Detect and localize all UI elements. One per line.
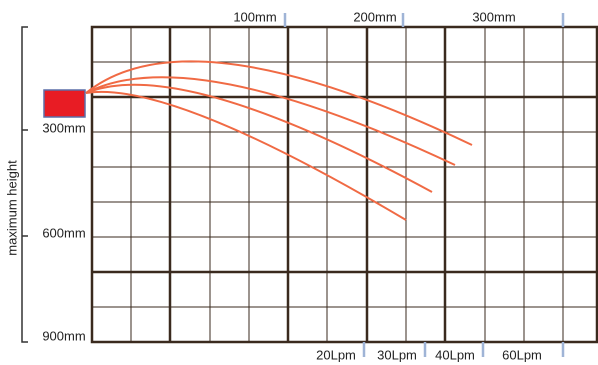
left-label: 600mm — [42, 225, 85, 240]
top-ticks — [283, 13, 565, 27]
nozzle — [43, 89, 86, 118]
top-label: 200mm — [353, 9, 396, 24]
left-label: 900mm — [42, 328, 85, 343]
spray-curve — [85, 83, 433, 193]
height-bracket — [21, 26, 28, 343]
spray-curve — [85, 76, 456, 166]
spray-curve — [85, 60, 473, 146]
bottom-label: 20Lpm — [316, 347, 356, 362]
bottom-label: 60Lpm — [502, 347, 542, 362]
left-label: 300mm — [42, 120, 85, 135]
top-label: 300mm — [472, 9, 515, 24]
spray-curve — [85, 90, 407, 221]
bottom-ticks — [362, 342, 565, 357]
grid-major-lines — [92, 27, 597, 342]
grid-frame — [90, 25, 598, 344]
grid — [90, 25, 598, 344]
top-label: 100mm — [233, 9, 276, 24]
bottom-label: 40Lpm — [435, 347, 475, 362]
bottom-label: 30Lpm — [377, 347, 417, 362]
grid-lines — [92, 27, 597, 342]
spray-curves — [85, 60, 473, 221]
axis-title: maximum height — [4, 160, 19, 256]
